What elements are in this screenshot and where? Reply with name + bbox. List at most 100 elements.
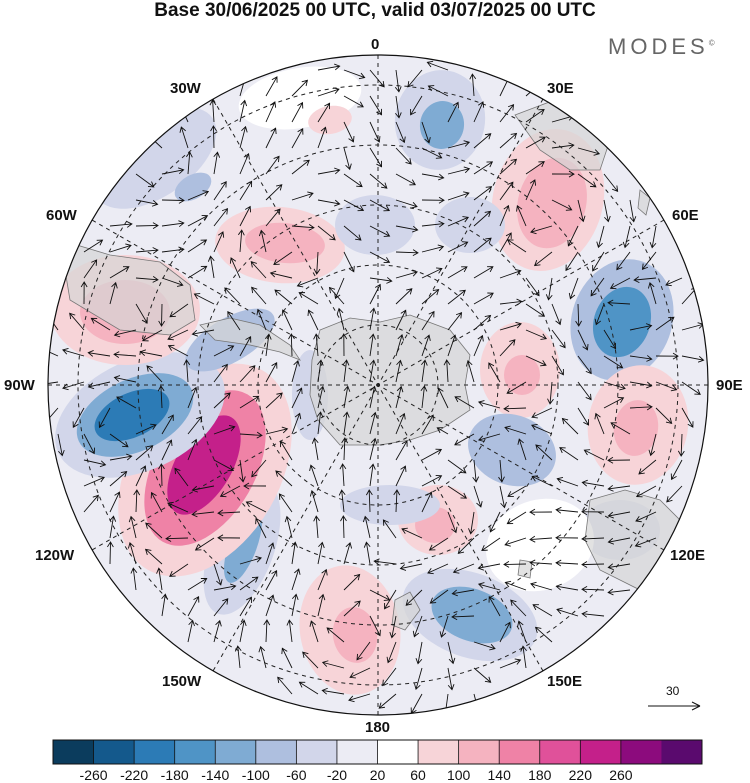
wind-arrow xyxy=(317,541,325,565)
wind-arrow xyxy=(421,267,443,279)
wind-arrow xyxy=(284,515,293,539)
wind-arrow xyxy=(531,475,553,487)
wind-arrow xyxy=(239,125,248,149)
colorbar-tick-label: 100 xyxy=(446,767,471,783)
wind-arrow xyxy=(420,385,428,409)
wind-arrow xyxy=(342,359,350,383)
wind-arrow xyxy=(499,158,518,175)
wind-arrow xyxy=(113,375,137,383)
wind-arrow xyxy=(142,329,163,342)
wind-arrow xyxy=(256,308,267,331)
wind-arrow xyxy=(565,251,579,272)
wind-arrow xyxy=(551,329,566,349)
wind-arrow xyxy=(592,251,605,272)
wind-arrow xyxy=(186,151,193,175)
wind-arrow xyxy=(317,63,341,71)
wind-arrow xyxy=(286,619,294,643)
wind-arrow xyxy=(603,381,626,391)
wind-arrow xyxy=(264,333,272,357)
colorbar-swatch xyxy=(620,740,662,764)
wind-arrow xyxy=(250,261,267,279)
wind-arrow xyxy=(384,589,397,610)
wind-arrow xyxy=(609,277,631,290)
wind-arrow xyxy=(517,620,527,643)
wind-arrow xyxy=(83,259,98,279)
wind-arrow xyxy=(313,515,320,539)
wind-arrow xyxy=(395,334,405,357)
wind-arrow xyxy=(655,381,678,392)
wind-arrow xyxy=(213,563,223,586)
wind-arrow xyxy=(472,459,480,483)
wind-arrow xyxy=(213,392,231,409)
wind-arrow xyxy=(596,225,605,249)
wind-arrow xyxy=(161,246,185,254)
wind-arrow xyxy=(386,641,397,664)
wind-arrow xyxy=(107,541,114,565)
wind-arrow xyxy=(369,463,376,487)
wind-arrow xyxy=(551,142,575,150)
wind-arrow xyxy=(328,286,345,305)
wind-arrow xyxy=(130,567,138,591)
lon-label-30e: 30E xyxy=(547,80,574,97)
wind-arrow xyxy=(213,363,228,383)
wind-arrow xyxy=(265,127,277,149)
wind-arrow xyxy=(128,515,137,539)
wind-arrow xyxy=(277,676,293,695)
wind-arrow xyxy=(239,555,262,565)
colorbar-swatch xyxy=(174,740,216,764)
wind-arrow xyxy=(473,186,493,201)
wind-arrow xyxy=(343,385,351,409)
wind-arrow xyxy=(213,425,236,435)
wind-arrow xyxy=(116,396,137,409)
wind-arrow xyxy=(83,433,96,455)
wind-arrow xyxy=(343,411,350,435)
wind-arrow xyxy=(224,287,241,305)
wind-arrow xyxy=(87,381,111,390)
wind-arrow xyxy=(317,167,341,175)
wind-arrow xyxy=(567,225,579,247)
wind-arrow xyxy=(161,414,174,435)
wind-arrow xyxy=(296,277,319,288)
wind-arrow xyxy=(217,509,241,517)
wind-arrow xyxy=(473,667,492,683)
anomaly-region xyxy=(308,105,352,135)
wind-arrow xyxy=(506,381,527,394)
wind-arrow xyxy=(447,140,471,149)
wind-arrow xyxy=(109,491,121,513)
wind-arrow xyxy=(629,199,637,223)
colorbar-tick-label: 140 xyxy=(487,767,511,783)
wind-arrow xyxy=(382,667,397,687)
wind-arrow xyxy=(525,108,545,123)
wind-arrow xyxy=(525,355,547,367)
wind-arrow xyxy=(488,362,501,383)
wind-arrow xyxy=(135,173,155,188)
wind-arrow xyxy=(439,615,449,638)
wind-arrow xyxy=(555,506,579,514)
wind-arrow xyxy=(477,433,501,442)
wind-arrow xyxy=(415,641,423,665)
wind-arrow xyxy=(469,73,477,97)
wind-arrow xyxy=(575,303,582,327)
wind-arrow xyxy=(127,542,137,565)
wind-arrow xyxy=(499,204,510,227)
wind-arrow xyxy=(421,474,443,487)
wind-arrow xyxy=(275,470,293,487)
wind-arrow xyxy=(369,69,385,88)
wind-arrow xyxy=(265,76,278,97)
wind-arrow xyxy=(291,412,302,435)
wind-arrow xyxy=(489,511,501,533)
wind-arrow xyxy=(647,282,657,305)
anomaly-region xyxy=(245,222,325,264)
wind-arrow xyxy=(343,121,355,143)
wind-arrow xyxy=(581,479,605,487)
wind-arrow xyxy=(531,423,553,435)
wind-arrow xyxy=(581,586,605,593)
wind-arrow xyxy=(577,355,592,375)
graticule xyxy=(48,55,708,715)
wind-arrow xyxy=(169,563,189,577)
wind-arrow xyxy=(113,351,137,359)
wind-arrow xyxy=(239,596,252,617)
wind-arrow xyxy=(532,604,553,617)
wind-arrow xyxy=(62,381,85,391)
wind-arrow xyxy=(139,349,163,357)
